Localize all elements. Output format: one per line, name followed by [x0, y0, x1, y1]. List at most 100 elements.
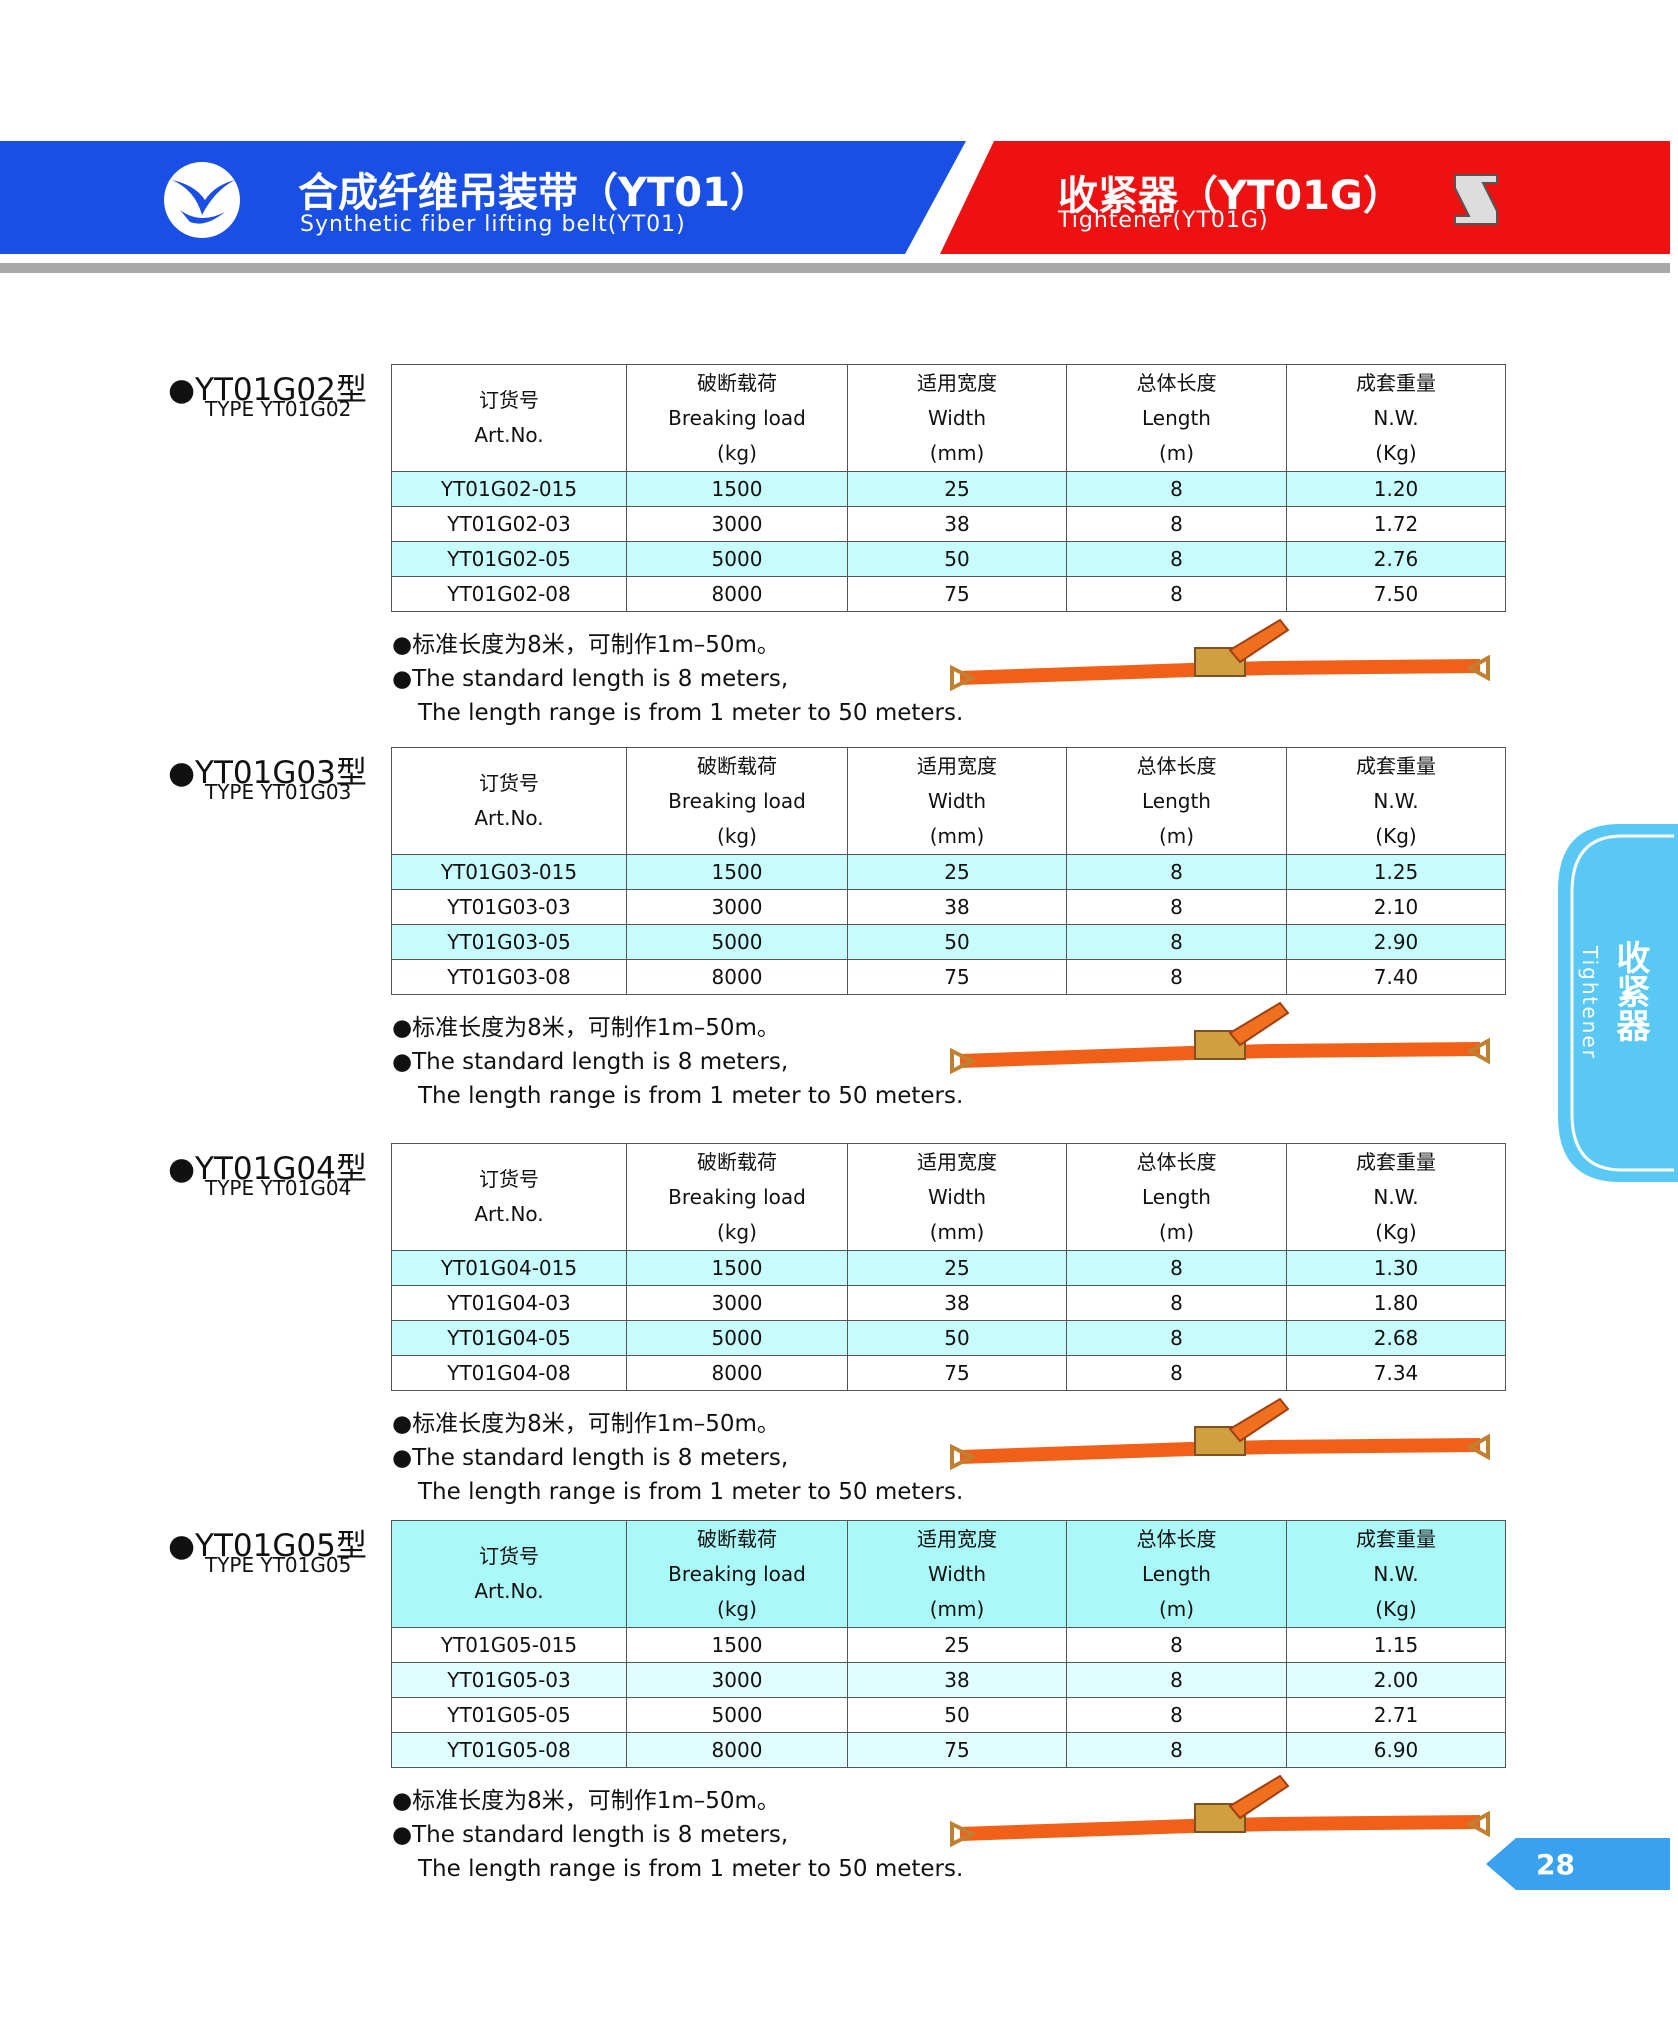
data-cell: 8 — [1066, 1662, 1287, 1698]
section-type: TYPE YT01G02 — [205, 397, 352, 421]
data-row: YT01G04-08 8000 75 8 7.34 — [391, 1355, 1506, 1391]
product-image — [950, 1774, 1490, 1848]
header-text: 成套重量 — [1356, 1149, 1436, 1174]
header-cell: 破断载荷 Breaking load (kg) — [626, 364, 848, 472]
header-right-subtitle: Tightener(YT01G) — [1058, 208, 1269, 233]
header-text: Breaking load — [668, 405, 806, 430]
header-text: N.W. — [1373, 788, 1419, 813]
data-cell: 25 — [847, 854, 1067, 890]
header-text: 破断载荷 — [697, 370, 777, 395]
data-cell: YT01G02-05 — [391, 541, 627, 577]
note: ●标准长度为8米，可制作1m–50m。 — [392, 1411, 780, 1437]
data-row: YT01G04-03 3000 38 8 1.80 — [391, 1285, 1506, 1321]
header-cell: 订货号 Art.No. — [391, 1143, 627, 1251]
data-cell: 1500 — [626, 1627, 848, 1663]
header-text: N.W. — [1373, 405, 1419, 430]
data-row: YT01G02-05 5000 50 8 2.76 — [391, 541, 1506, 577]
header-cell: 破断载荷 Breaking load (kg) — [626, 1520, 848, 1628]
data-cell: YT01G04-03 — [391, 1285, 627, 1321]
header-cell: 总体长度 Length (m) — [1066, 747, 1287, 855]
data-cell: 8000 — [626, 959, 848, 995]
header-text: N.W. — [1373, 1561, 1419, 1586]
note: The length range is from 1 meter to 50 m… — [418, 1479, 964, 1505]
header-text: 适用宽度 — [917, 1526, 997, 1551]
header-text: Length — [1142, 405, 1211, 430]
section-title: ●YT01G02型 — [168, 372, 367, 408]
header-text: (m) — [1158, 823, 1195, 848]
header-text: 成套重量 — [1356, 753, 1436, 778]
note: ●The standard length is 8 meters, — [392, 1049, 789, 1075]
data-cell: 2.00 — [1286, 1662, 1506, 1698]
note: ●标准长度为8米，可制作1m–50m。 — [392, 632, 780, 658]
header-text: 成套重量 — [1356, 1526, 1436, 1551]
data-cell: 1500 — [626, 471, 848, 507]
data-cell: 8 — [1066, 1627, 1287, 1663]
data-cell: 8 — [1066, 506, 1287, 542]
header-text: Breaking load — [668, 788, 806, 813]
header-text: Art.No. — [474, 1202, 544, 1226]
header-text: 适用宽度 — [917, 370, 997, 395]
header-text: (Kg) — [1375, 1219, 1417, 1244]
header-text: 总体长度 — [1136, 753, 1217, 778]
header-text: 破断载荷 — [697, 1526, 777, 1551]
data-cell: 1.30 — [1286, 1250, 1506, 1286]
data-cell: YT01G02-015 — [391, 471, 627, 507]
section-type: TYPE YT01G04 — [205, 1176, 352, 1200]
data-row: YT01G02-08 8000 75 8 7.50 — [391, 576, 1506, 612]
data-row: YT01G05-05 5000 50 8 2.71 — [391, 1697, 1506, 1733]
header-cell: 适用宽度 Width (mm) — [847, 1143, 1067, 1251]
data-cell: 38 — [847, 889, 1067, 925]
header-text: (m) — [1158, 440, 1195, 465]
data-cell: 38 — [847, 506, 1067, 542]
note: The length range is from 1 meter to 50 m… — [418, 700, 964, 726]
header-text: Breaking load — [668, 1184, 806, 1209]
data-cell: 1.80 — [1286, 1285, 1506, 1321]
header-cell: 适用宽度 Width (mm) — [847, 747, 1067, 855]
data-cell: 38 — [847, 1285, 1067, 1321]
data-row: YT01G03-03 3000 38 8 2.10 — [391, 889, 1506, 925]
data-cell: YT01G02-08 — [391, 576, 627, 612]
header-cell: 适用宽度 Width (mm) — [847, 1520, 1067, 1628]
data-cell: 50 — [847, 1697, 1067, 1733]
data-cell: 8000 — [626, 1732, 848, 1768]
note: ●The standard length is 8 meters, — [392, 1445, 789, 1471]
data-cell: YT01G03-03 — [391, 889, 627, 925]
header-text: Length — [1142, 1561, 1211, 1586]
header-text: (kg) — [717, 1219, 757, 1244]
data-cell: 25 — [847, 471, 1067, 507]
header-cell: 破断载荷 Breaking load (kg) — [626, 1143, 848, 1251]
data-cell: 3000 — [626, 506, 848, 542]
data-cell: 6.90 — [1286, 1732, 1506, 1768]
data-row: YT01G05-08 8000 75 8 6.90 — [391, 1732, 1506, 1768]
header-right-title: 收紧器（YT01G） — [1058, 173, 1403, 219]
note: ●标准长度为8米，可制作1m–50m。 — [392, 1015, 780, 1041]
header-text: (Kg) — [1375, 823, 1417, 848]
data-cell: 1.25 — [1286, 854, 1506, 890]
spec-table: 订货号 Art.No. 破断载荷 Breaking load (kg) 适用宽度 Width… — [391, 364, 1506, 612]
data-cell: 1.72 — [1286, 506, 1506, 542]
data-cell: 8 — [1066, 1285, 1287, 1321]
header-left-title: 合成纤维吊装带（YT01） — [298, 170, 770, 216]
header-row: 订货号 Art.No. 破断载荷 Breaking load (kg) 适用宽度 Width… — [391, 1520, 1506, 1628]
data-cell: YT01G04-015 — [391, 1250, 627, 1286]
section-title: ●YT01G03型 — [168, 755, 367, 791]
data-cell: 2.76 — [1286, 541, 1506, 577]
header-text: (kg) — [717, 1596, 757, 1621]
note: The length range is from 1 meter to 50 m… — [418, 1083, 964, 1109]
product-image — [950, 1001, 1490, 1075]
data-cell: YT01G05-05 — [391, 1697, 627, 1733]
header-cell: 总体长度 Length (m) — [1066, 1520, 1287, 1628]
header-text: 订货号 — [479, 388, 539, 412]
header-cell: 破断载荷 Breaking load (kg) — [626, 747, 848, 855]
data-cell: 3000 — [626, 1662, 848, 1698]
data-cell: 8 — [1066, 924, 1287, 960]
data-cell: 8000 — [626, 576, 848, 612]
data-cell: 50 — [847, 541, 1067, 577]
note: ●The standard length is 8 meters, — [392, 666, 789, 692]
data-cell: 5000 — [626, 1320, 848, 1356]
header-text: 破断载荷 — [697, 1149, 777, 1174]
section-type: TYPE YT01G03 — [205, 780, 352, 804]
data-cell: 1.20 — [1286, 471, 1506, 507]
data-cell: YT01G03-015 — [391, 854, 627, 890]
